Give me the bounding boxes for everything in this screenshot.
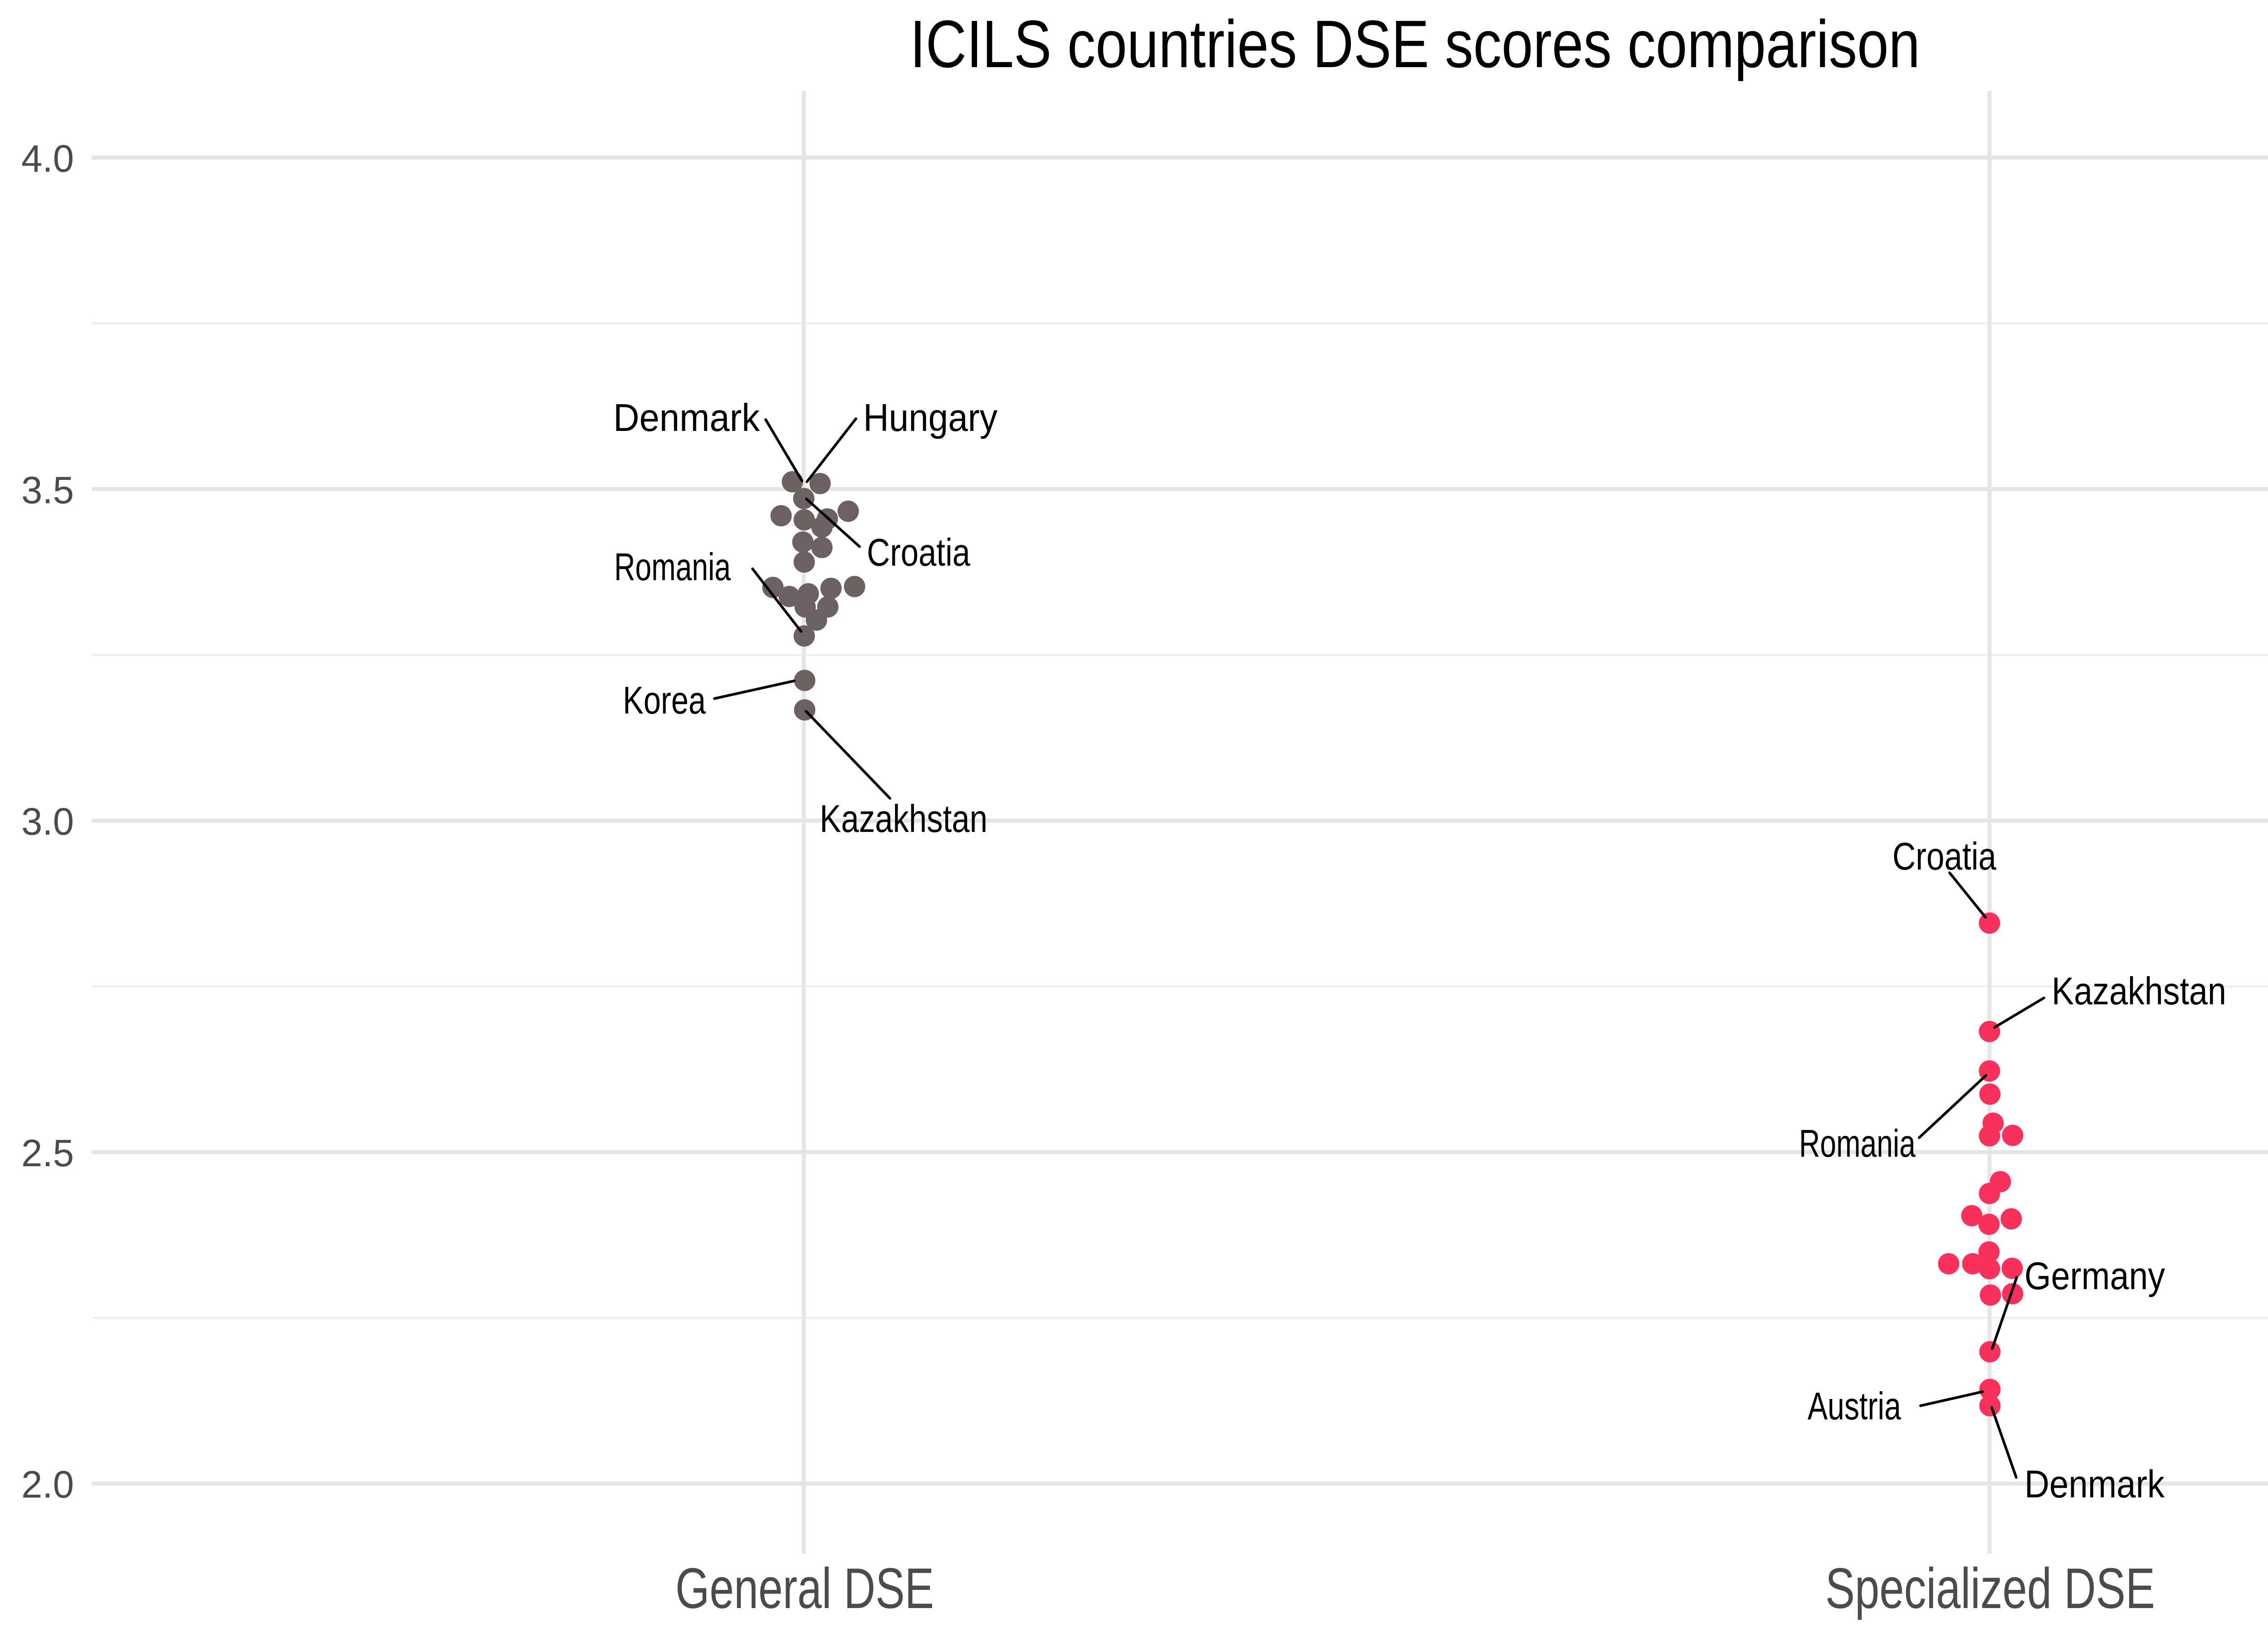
svg-text:3.5: 3.5 [21,469,74,511]
svg-text:Austria: Austria [1808,1385,1901,1428]
svg-text:Denmark: Denmark [2024,1463,2165,1506]
svg-text:3.0: 3.0 [21,800,74,843]
svg-text:Denmark: Denmark [613,396,760,440]
svg-text:Germany: Germany [2024,1255,2165,1298]
svg-text:Croatia: Croatia [1892,835,1997,878]
svg-text:Romania: Romania [614,546,731,589]
svg-text:ICILS countries DSE scores com: ICILS countries DSE scores comparison [910,7,1920,82]
svg-text:Specialized DSE: Specialized DSE [1825,1556,2155,1620]
svg-text:General DSE: General DSE [675,1556,934,1620]
svg-text:Kazakhstan: Kazakhstan [820,797,987,841]
svg-text:4.0: 4.0 [21,137,74,180]
svg-text:Croatia: Croatia [867,531,971,574]
svg-text:Kazakhstan: Kazakhstan [2052,970,2226,1013]
svg-text:Korea: Korea [623,679,706,722]
svg-text:2.5: 2.5 [21,1132,74,1174]
svg-text:Romania: Romania [1799,1122,1916,1165]
svg-text:Hungary: Hungary [863,396,997,440]
svg-text:2.0: 2.0 [21,1463,74,1506]
